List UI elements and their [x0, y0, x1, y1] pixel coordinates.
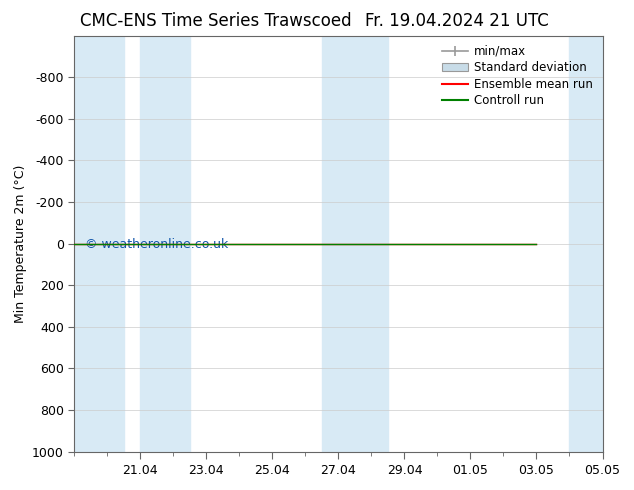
- Bar: [569, 36, 619, 452]
- Text: Fr. 19.04.2024 21 UTC: Fr. 19.04.2024 21 UTC: [365, 12, 548, 30]
- Bar: [322, 36, 388, 452]
- Bar: [140, 36, 190, 452]
- Text: © weatheronline.co.uk: © weatheronline.co.uk: [85, 238, 228, 251]
- Y-axis label: Min Temperature 2m (°C): Min Temperature 2m (°C): [13, 165, 27, 323]
- Text: CMC-ENS Time Series Trawscoed: CMC-ENS Time Series Trawscoed: [80, 12, 351, 30]
- Bar: [74, 36, 124, 452]
- Legend: min/max, Standard deviation, Ensemble mean run, Controll run: min/max, Standard deviation, Ensemble me…: [437, 40, 598, 112]
